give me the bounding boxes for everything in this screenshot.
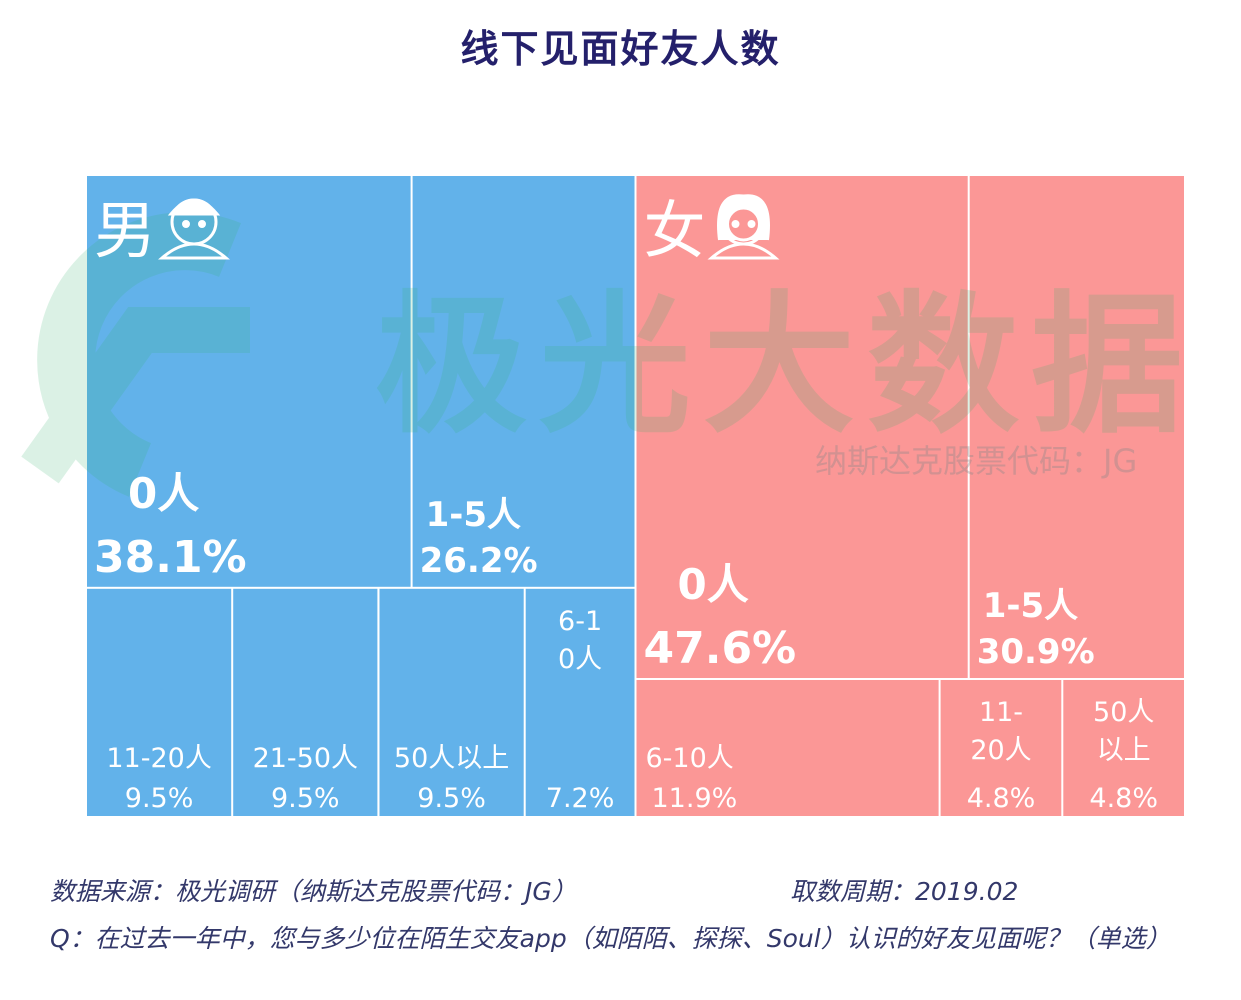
cell-value: 30.9% xyxy=(977,632,1095,672)
cell-value: 9.5% xyxy=(271,783,340,814)
cell-label: 0人 xyxy=(678,560,749,609)
treemap-cell xyxy=(940,680,1062,816)
treemap-cell xyxy=(636,176,968,678)
cell-label: 6-1 xyxy=(558,606,602,637)
cell-label: 50人 xyxy=(1093,697,1154,728)
treemap-cell xyxy=(379,588,524,816)
treemap-cell xyxy=(636,680,939,816)
watermark-logo-icon xyxy=(37,212,241,497)
boy-face-icon xyxy=(158,198,230,260)
cell-label: 0人 xyxy=(558,644,602,675)
cell-value: 4.8% xyxy=(1089,783,1158,814)
cell-label: 以上 xyxy=(1097,735,1151,766)
treemap-cell xyxy=(1063,680,1184,816)
cell-label: 1-5人 xyxy=(983,586,1078,626)
data-period-note: 取数周期：2019.02 xyxy=(790,877,1019,906)
cell-label: 11-20人 xyxy=(106,743,211,774)
cell-label: 6-10人 xyxy=(646,743,734,774)
watermark-sub-text: 纳斯达克股票代码：JG xyxy=(815,442,1137,480)
cell-label: 1-5人 xyxy=(426,495,521,535)
girl-face-icon xyxy=(707,194,780,260)
cell-label: 21-50人 xyxy=(253,743,358,774)
cell-label: 50人以上 xyxy=(394,743,509,774)
cell-label: 0人 xyxy=(128,469,199,518)
treemap-cell xyxy=(233,588,378,816)
watermark-logo-icon xyxy=(21,307,250,484)
cell-value: 7.2% xyxy=(546,783,615,814)
cell-value: 47.6% xyxy=(644,623,797,674)
cell-value: 26.2% xyxy=(420,541,538,581)
treemap-cell xyxy=(525,588,635,816)
treemap-cell xyxy=(87,588,232,816)
cell-label: 20人 xyxy=(970,735,1031,766)
cell-value: 11.9% xyxy=(652,783,738,814)
survey-question-note: Q：在过去一年中，您与多少位在陌生交友app（如陌陌、探探、Soul）认识的好友… xyxy=(50,924,1171,953)
cell-label: 11- xyxy=(979,697,1023,728)
treemap-cell xyxy=(412,176,635,587)
group-label: 女 xyxy=(644,194,706,267)
watermark-brand-text: 极光大数据 xyxy=(375,277,1195,454)
treemap-cell xyxy=(969,176,1184,678)
data-source-note: 数据来源：极光调研（纳斯达克股票代码：JG） xyxy=(50,877,577,906)
cell-value: 9.5% xyxy=(417,783,486,814)
cell-value: 9.5% xyxy=(125,783,194,814)
cell-value: 38.1% xyxy=(94,532,247,583)
group-label: 男 xyxy=(94,194,156,267)
chart-title: 线下见面好友人数 xyxy=(460,27,781,71)
treemap-cell xyxy=(87,176,411,587)
cell-value: 4.8% xyxy=(967,783,1036,814)
